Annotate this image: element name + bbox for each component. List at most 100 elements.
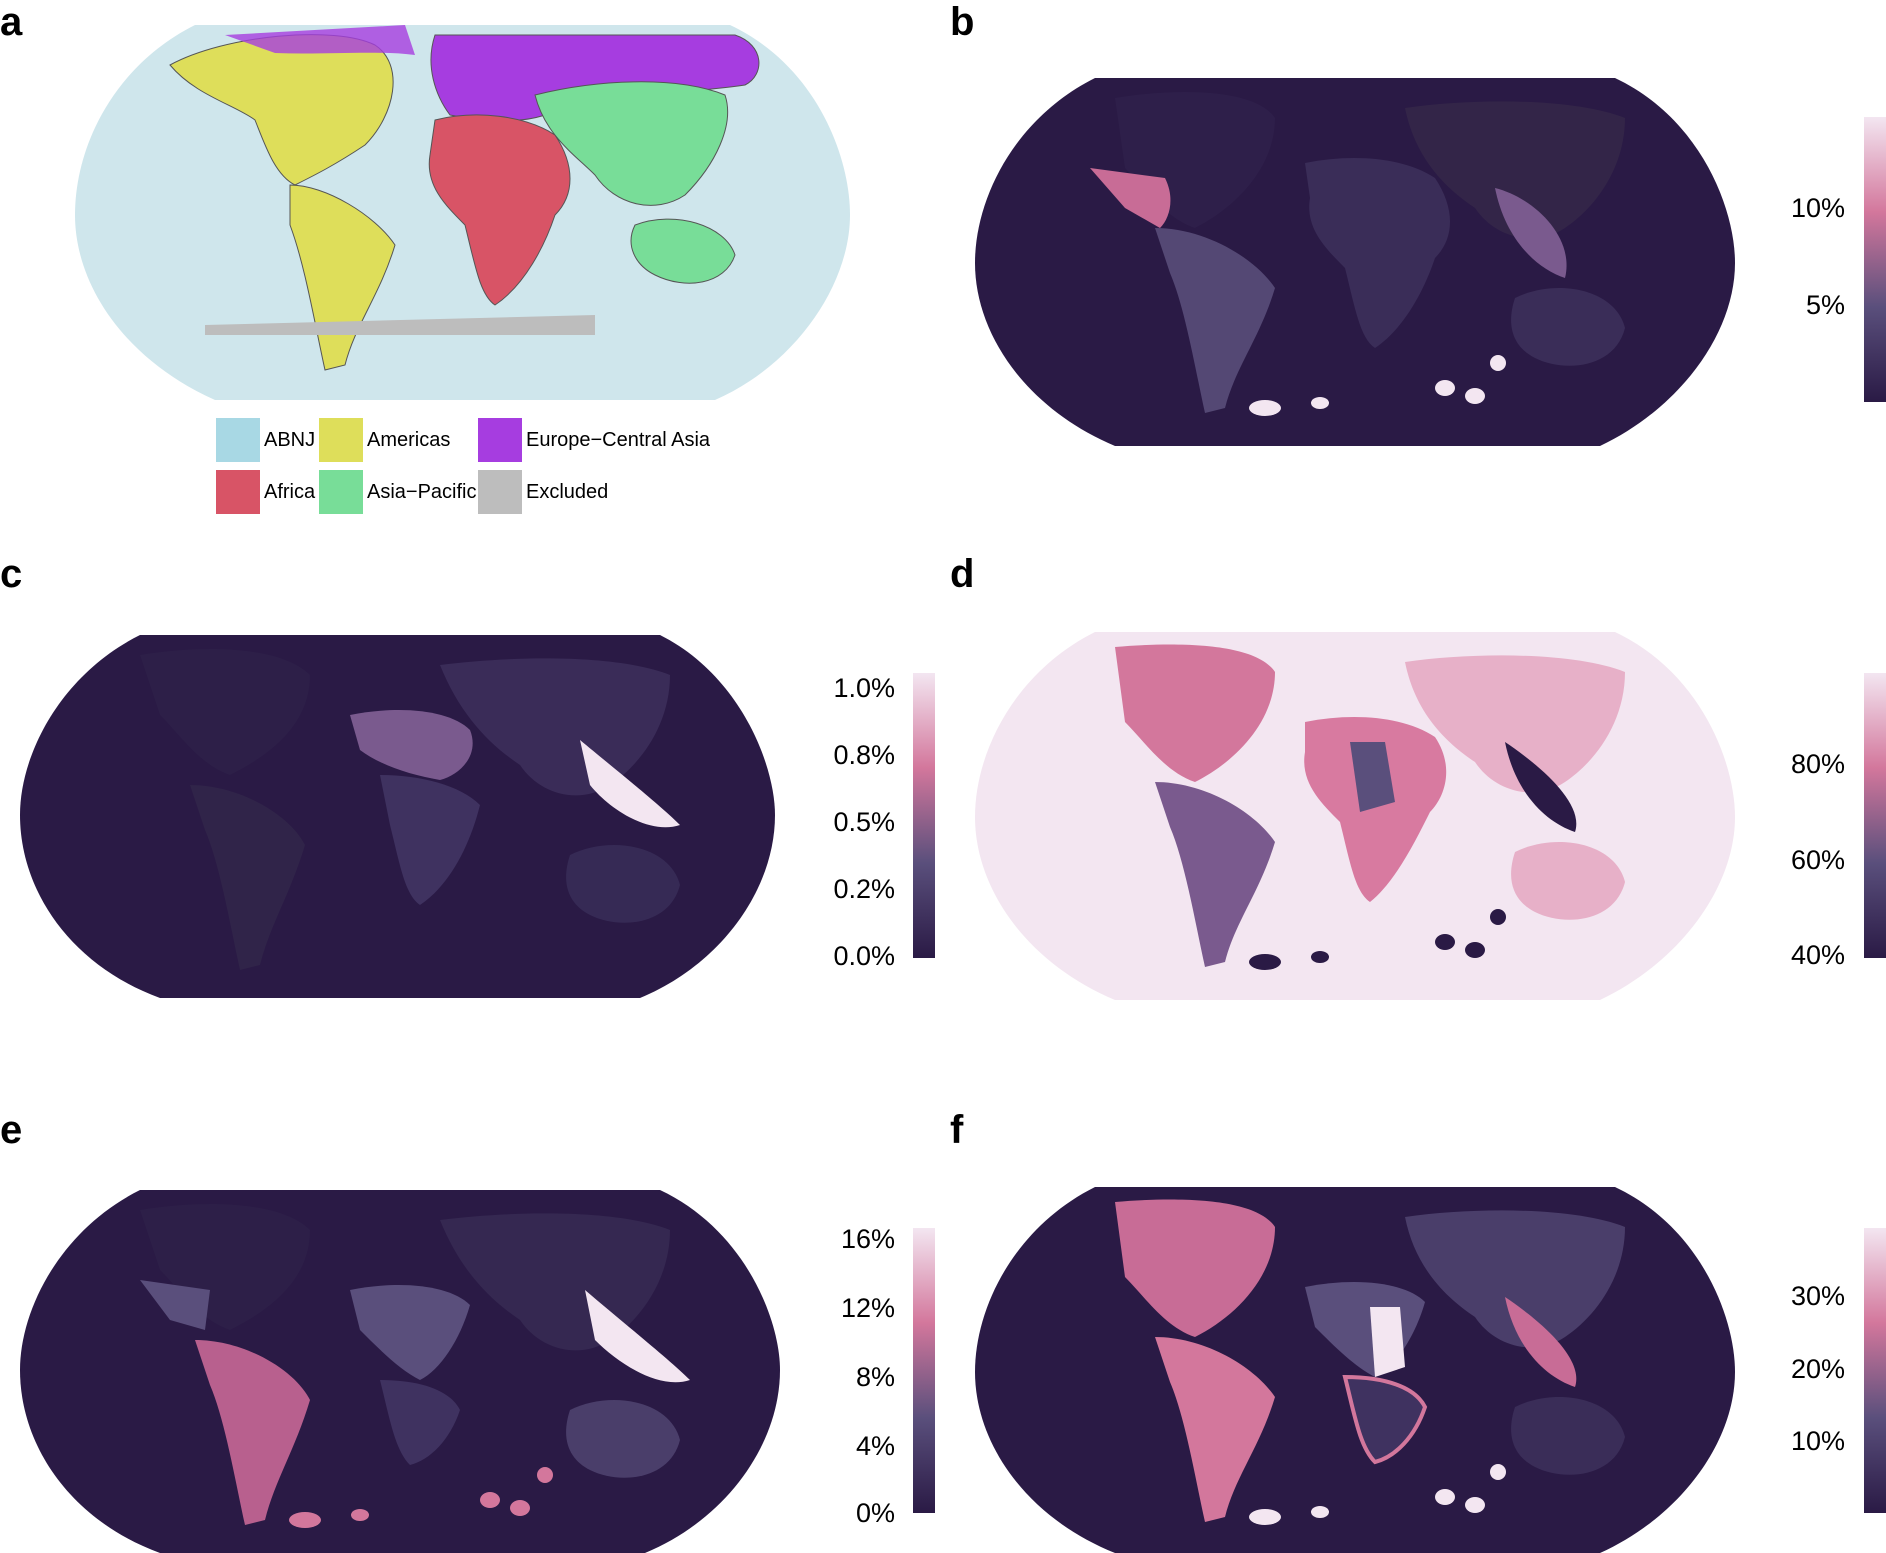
map-legend: ABNJ Americas Europe−Central Asia Africa…: [216, 418, 736, 514]
colorbar-tick-label: 1.0%: [833, 673, 895, 703]
land-central-africa: [1350, 742, 1395, 812]
legend-item-americas: Americas: [319, 418, 450, 462]
island-marker: [1311, 951, 1329, 963]
land-australia: [566, 845, 680, 923]
land-asia: [1405, 1210, 1625, 1348]
island-marker: [289, 1512, 321, 1528]
land-australia: [1511, 842, 1625, 920]
colorbar-e: [913, 1228, 935, 1513]
legend-swatch: [216, 470, 260, 514]
land-south-africa: [1342, 1374, 1428, 1465]
legend-item-africa: Africa: [216, 470, 315, 514]
colorbar-tick-label: 0.0%: [833, 941, 895, 971]
island-marker: [537, 1467, 553, 1483]
map-panel-f: [975, 1187, 1735, 1553]
legend-item-europe-central-asia: Europe−Central Asia: [478, 418, 710, 462]
land-africa: [380, 775, 480, 905]
land-africa: [350, 1285, 470, 1380]
panel-letter-e: e: [0, 1108, 23, 1152]
region-asia-pacific: [534, 81, 729, 206]
map-panel-b: [975, 78, 1735, 446]
colorbar-b: [1864, 117, 1886, 402]
legend-item-asia-pacific: Asia−Pacific: [319, 470, 477, 514]
island-marker: [1435, 1489, 1455, 1505]
land-asia: [1405, 655, 1625, 793]
island-marker: [1249, 954, 1281, 970]
land-southeast-asia: [1495, 188, 1567, 278]
panel-letter-c: c: [0, 552, 23, 596]
legend-swatch: [319, 418, 363, 462]
land-north-africa: [350, 710, 473, 780]
land-south-africa: [380, 1380, 460, 1465]
legend-item-abnj: ABNJ: [216, 418, 315, 462]
land-central-america: [1090, 168, 1171, 228]
map-regions: [75, 25, 850, 400]
colorbar-tick-label: 4%: [855, 1431, 895, 1461]
region-excluded-antarctica: [205, 315, 595, 335]
colorbar-tick-label: 80%: [1790, 749, 1845, 779]
panel-letter-f: f: [950, 1108, 964, 1152]
island-marker: [480, 1492, 500, 1508]
map-panel-c: [20, 635, 775, 998]
colorbar-tick-label: 5%: [1805, 290, 1845, 320]
colorbar-tick-label: 20%: [1790, 1354, 1845, 1384]
colorbar-tick-label: 0.5%: [833, 807, 895, 837]
island-marker: [1490, 1464, 1506, 1480]
island-marker: [1311, 397, 1329, 409]
land-south-america: [195, 1340, 310, 1525]
land-north-america: [140, 649, 310, 775]
land-north-america: [1115, 1199, 1275, 1337]
island-marker: [1465, 388, 1485, 404]
colorbar-tick-label: 12%: [840, 1293, 895, 1323]
legend-item-excluded: Excluded: [478, 470, 608, 514]
panel-letter-b: b: [950, 0, 975, 44]
panel-letter-d: d: [950, 552, 975, 596]
land-south-america: [190, 785, 305, 970]
island-marker: [1435, 380, 1455, 396]
region-africa: [428, 114, 571, 306]
land-southeast-asia: [580, 740, 680, 828]
map-panel-e: [20, 1190, 780, 1553]
colorbar-tick-label: 10%: [1790, 193, 1845, 223]
legend-label: Asia−Pacific: [367, 480, 477, 503]
land-central-africa: [1370, 1307, 1405, 1377]
island-marker: [1435, 934, 1455, 950]
island-marker: [1249, 400, 1281, 416]
legend-swatch: [319, 470, 363, 514]
island-marker: [1465, 1497, 1485, 1513]
legend-swatch: [478, 470, 522, 514]
land-north-america: [1115, 644, 1275, 782]
panel-letter-a: a: [0, 0, 23, 44]
colorbar-c: [913, 673, 935, 958]
colorbar-tick-label: 0.8%: [833, 740, 895, 770]
island-marker: [510, 1500, 530, 1516]
colorbar-tick-label: 60%: [1790, 845, 1845, 875]
legend-swatch: [478, 418, 522, 462]
colorbar-tick-label: 0.2%: [833, 874, 895, 904]
colorbar-tick-label: 30%: [1790, 1281, 1845, 1311]
island-marker: [1490, 909, 1506, 925]
colorbar-tick-label: 0%: [855, 1498, 895, 1528]
land-south-america: [1155, 228, 1275, 413]
colorbar-tick-label: 16%: [840, 1224, 895, 1254]
land-asia: [440, 658, 670, 796]
land-australia: [1511, 1397, 1625, 1475]
land-south-america: [1155, 1337, 1275, 1522]
land-asia: [1405, 101, 1625, 239]
colorbar-tick-label: 8%: [855, 1362, 895, 1392]
island-marker: [1249, 1509, 1281, 1525]
land-southeast-asia: [585, 1290, 690, 1383]
land-southeast-asia: [1505, 742, 1577, 832]
map-panel-d: [975, 632, 1735, 1000]
land-africa: [1304, 717, 1447, 902]
legend-label: Europe−Central Asia: [526, 428, 711, 451]
land-africa: [1305, 158, 1450, 348]
legend-label: Excluded: [526, 480, 609, 503]
island-marker: [1490, 355, 1506, 371]
colorbar-f: [1864, 1228, 1886, 1513]
land-central-america: [140, 1280, 210, 1330]
region-australia: [630, 218, 736, 284]
land-southeast-asia: [1505, 1297, 1577, 1387]
land-north-america: [140, 1204, 310, 1330]
island-marker: [1311, 1506, 1329, 1518]
